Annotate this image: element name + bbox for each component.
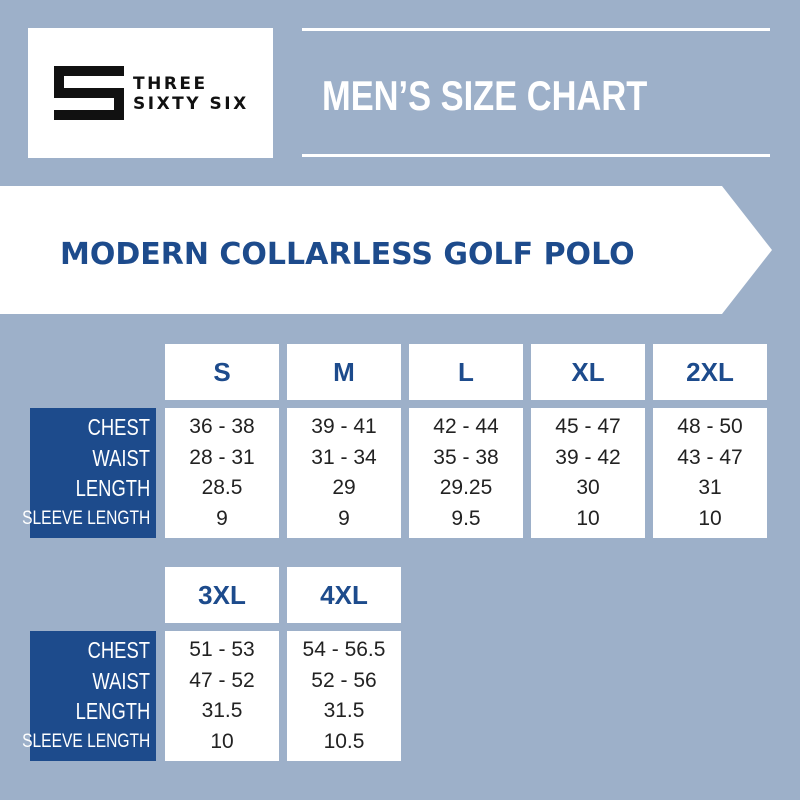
chest-value: 36 - 38: [189, 415, 255, 438]
chest-value: 45 - 47: [555, 415, 621, 438]
length-value: 31.5: [323, 699, 365, 722]
sleeve-value: 10: [210, 729, 234, 753]
label-waist: WAIST: [92, 444, 150, 471]
length-value: 31.5: [201, 699, 243, 722]
label-waist: WAIST: [92, 667, 150, 694]
measurement-labels: CHEST WAIST LENGTH SLEEVE LENGTH: [22, 631, 156, 761]
size-values-s: 36 - 38 28 - 31 28.5 9: [165, 408, 279, 538]
size-values-m: 39 - 41 31 - 34 29 9: [287, 408, 401, 538]
header-divider-top: [302, 28, 770, 31]
chest-value: 39 - 41: [311, 415, 377, 438]
brand-name-line-1: THREE: [133, 74, 208, 94]
size-values-4xl: 54 - 56.5 52 - 56 31.5 10.5: [287, 631, 401, 761]
product-title: MODERN COLLARLESS GOLF POLO: [60, 237, 635, 272]
waist-value: 28 - 31: [189, 445, 255, 469]
brand-name: THREE SIXTY SIX: [133, 74, 249, 114]
label-chest: CHEST: [87, 637, 150, 663]
label-length: LENGTH: [75, 698, 150, 724]
brand-name-line-2: SIXTY SIX: [133, 94, 249, 114]
size-header-m: M: [287, 344, 401, 400]
size-header-2xl: 2XL: [653, 344, 767, 400]
label-length: LENGTH: [75, 475, 150, 501]
sleeve-value: 10.5: [323, 729, 365, 753]
chest-value: 51 - 53: [189, 638, 255, 661]
label-chest: CHEST: [87, 414, 150, 440]
sleeve-value: 10: [698, 506, 722, 530]
measurement-labels: CHEST WAIST LENGTH SLEEVE LENGTH: [22, 408, 156, 538]
chest-value: 42 - 44: [433, 415, 499, 438]
waist-value: 39 - 42: [555, 445, 621, 469]
brand-logo: THREE SIXTY SIX: [28, 28, 273, 158]
size-values-3xl: 51 - 53 47 - 52 31.5 10: [165, 631, 279, 761]
size-header-s: S: [165, 344, 279, 400]
waist-value: 52 - 56: [311, 668, 377, 692]
chest-value: 54 - 56.5: [302, 638, 386, 661]
waist-value: 43 - 47: [677, 445, 743, 469]
waist-value: 47 - 52: [189, 668, 255, 692]
size-values-2xl: 48 - 50 43 - 47 31 10: [653, 408, 767, 538]
size-values-xl: 45 - 47 39 - 42 30 10: [531, 408, 645, 538]
sleeve-value: 9.5: [451, 506, 481, 530]
length-value: 29: [332, 476, 356, 499]
length-value: 31: [698, 476, 722, 499]
product-banner: [0, 186, 772, 314]
sleeve-value: 10: [576, 506, 600, 530]
header-divider-bottom: [302, 154, 770, 157]
length-value: 30: [576, 476, 600, 499]
sleeve-value: 9: [338, 506, 350, 530]
length-value: 28.5: [201, 476, 243, 499]
size-values-l: 42 - 44 35 - 38 29.25 9.5: [409, 408, 523, 538]
size-header-3xl: 3XL: [165, 567, 279, 623]
logo-mark-icon: [54, 66, 124, 120]
size-header-4xl: 4XL: [287, 567, 401, 623]
size-header-l: L: [409, 344, 523, 400]
sleeve-value: 9: [216, 506, 228, 530]
waist-value: 31 - 34: [311, 445, 377, 469]
chest-value: 48 - 50: [677, 415, 743, 438]
label-sleeve-length: SLEEVE LENGTH: [21, 507, 150, 529]
size-header-xl: XL: [531, 344, 645, 400]
waist-value: 35 - 38: [433, 445, 499, 469]
length-value: 29.25: [439, 476, 493, 499]
label-sleeve-length: SLEEVE LENGTH: [21, 730, 150, 752]
page-title: MEN’S SIZE CHART: [322, 72, 648, 119]
